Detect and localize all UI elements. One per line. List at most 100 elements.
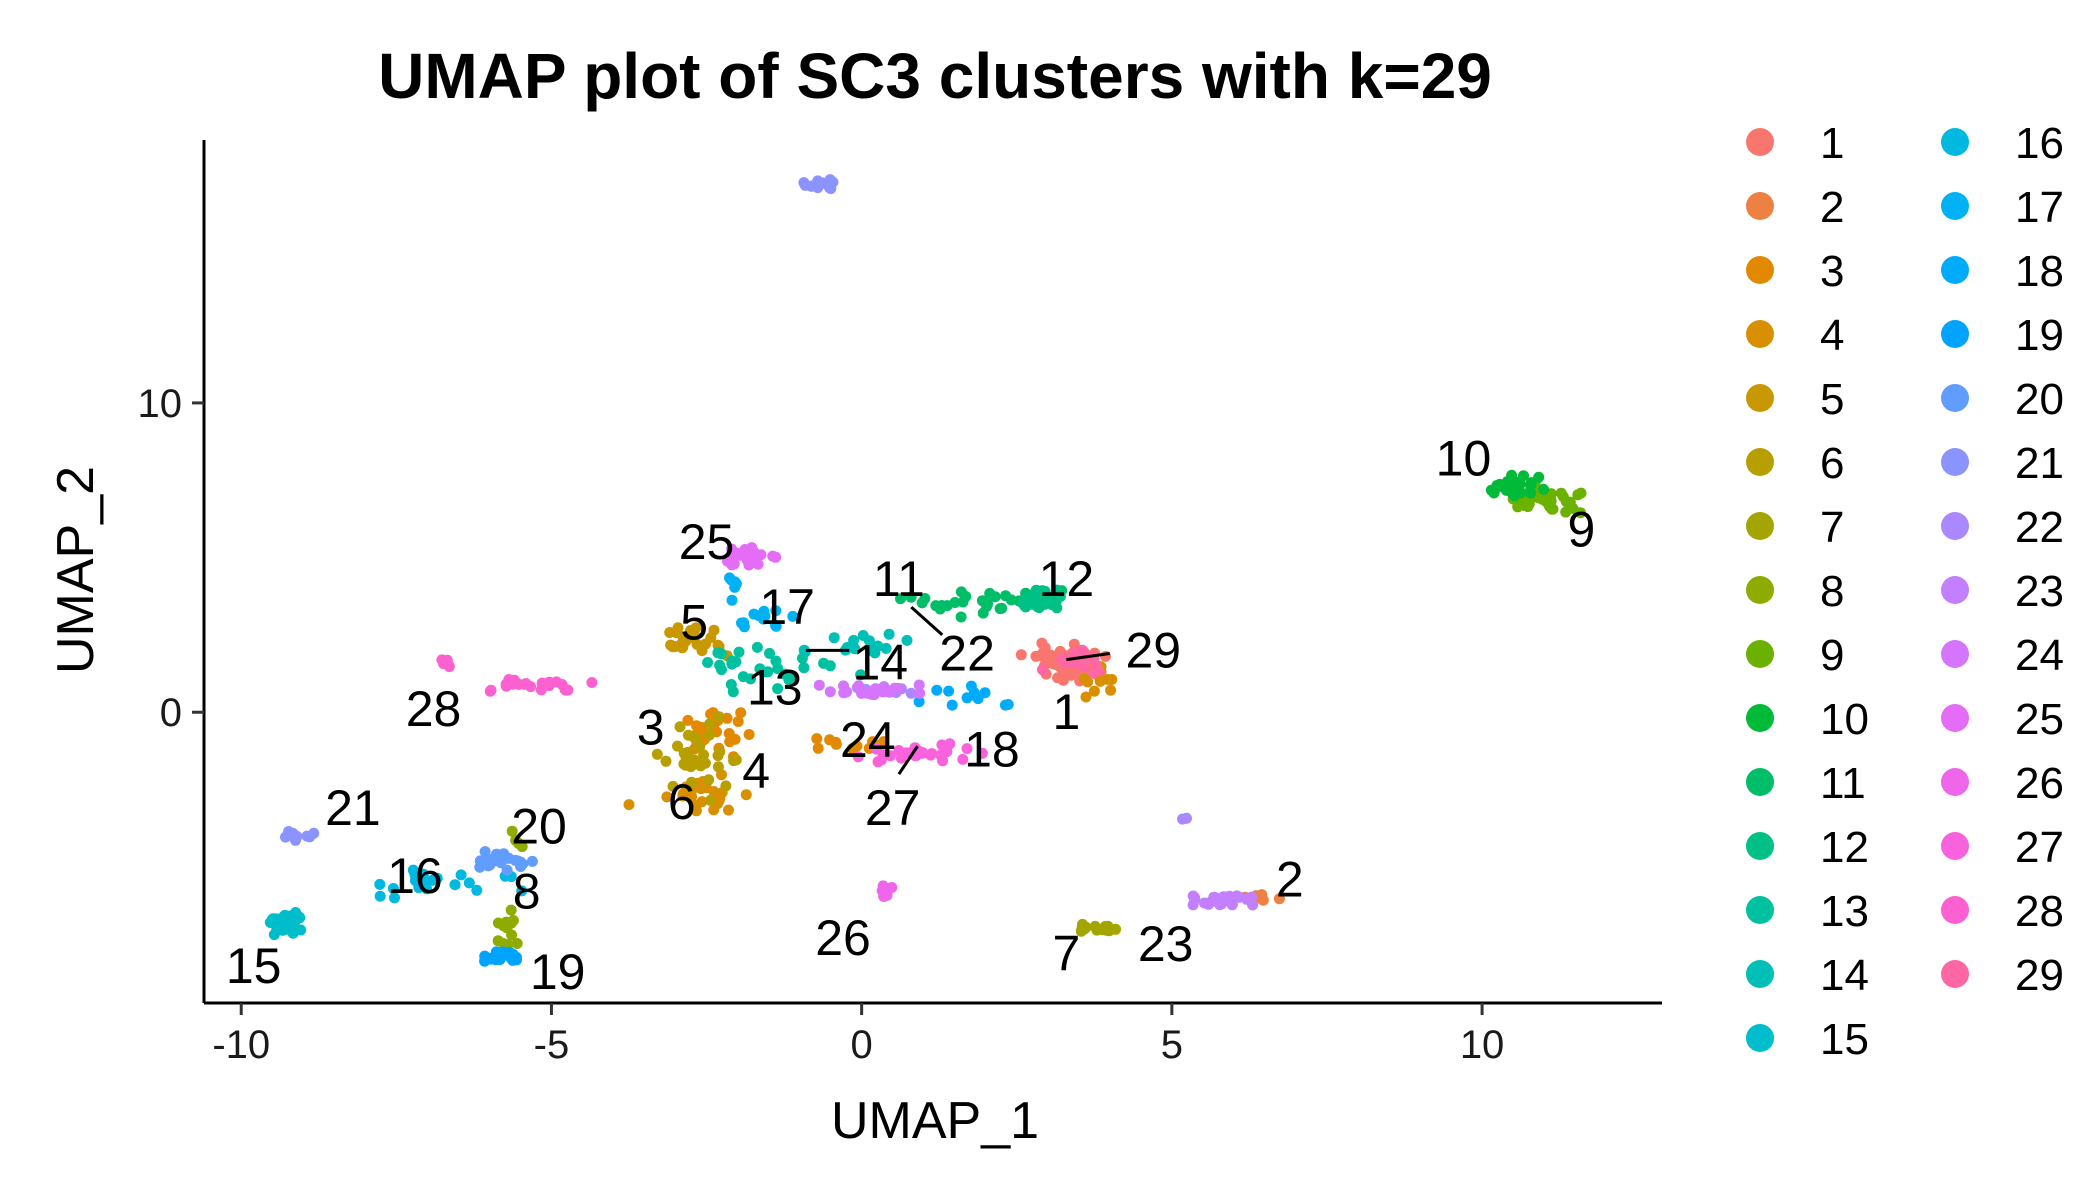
data-point-cluster-13	[733, 646, 745, 658]
data-point-cluster-20	[501, 864, 513, 876]
data-point-cluster-13	[772, 683, 784, 695]
data-point-cluster-11	[955, 611, 967, 623]
legend-label-17: 17	[2015, 183, 2064, 232]
legend-key-18	[1941, 256, 1969, 284]
data-point-cluster-13	[727, 686, 739, 698]
data-point-cluster-27	[944, 738, 956, 750]
data-point-cluster-16	[417, 868, 429, 880]
data-point-cluster-10	[1525, 480, 1537, 492]
data-point-cluster-29	[1088, 667, 1100, 679]
data-point-cluster-4	[723, 804, 734, 816]
data-point-cluster-6	[690, 732, 702, 744]
data-point-cluster-4	[1082, 676, 1094, 688]
data-point-cluster-15	[265, 916, 277, 928]
scatter-points	[264, 174, 1587, 967]
data-point-cluster-12	[1047, 593, 1059, 605]
legend-key-15	[1746, 1024, 1774, 1052]
data-point-cluster-11	[1000, 590, 1012, 602]
data-point-cluster-27	[961, 743, 973, 755]
cluster-label-8: 8	[513, 864, 541, 920]
data-point-cluster-4	[690, 800, 702, 812]
data-point-cluster-9	[1545, 495, 1557, 507]
data-point-cluster-14	[848, 634, 860, 646]
data-point-cluster-12	[1034, 594, 1046, 605]
data-point-cluster-11	[905, 591, 917, 603]
data-point-cluster-16	[471, 884, 483, 896]
data-point-cluster-24	[824, 686, 836, 698]
data-point-cluster-6	[674, 721, 686, 733]
legend-key-22	[1941, 512, 1969, 540]
legend-key-3	[1746, 256, 1774, 284]
legend-key-9	[1746, 640, 1774, 668]
data-point-cluster-4	[1088, 685, 1100, 697]
legend-label-11: 11	[1820, 759, 1866, 808]
data-point-cluster-24	[838, 680, 849, 692]
cluster-label-1: 1	[1052, 684, 1080, 740]
data-point-cluster-4	[677, 788, 689, 800]
legend-label-20: 20	[2015, 375, 2064, 424]
cluster-label-5: 5	[680, 595, 708, 651]
legend-key-29	[1941, 960, 1969, 988]
data-point-cluster-18	[961, 692, 973, 704]
data-point-cluster-20	[476, 857, 488, 869]
data-point-cluster-3	[846, 743, 858, 755]
legend-label-6: 6	[1820, 439, 1844, 488]
data-point-cluster-8	[506, 825, 518, 837]
data-point-cluster-25	[770, 551, 782, 563]
data-point-cluster-8	[511, 938, 523, 949]
data-point-cluster-14	[857, 630, 869, 641]
x-tick-label: 10	[1460, 1023, 1505, 1067]
data-point-cluster-14	[828, 632, 840, 644]
data-point-cluster-4	[1105, 684, 1117, 696]
data-point-cluster-21	[304, 831, 316, 843]
legend-label-26: 26	[2015, 759, 2064, 808]
data-point-cluster-6	[651, 748, 663, 760]
cluster-label-29: 29	[1125, 622, 1181, 678]
data-point-cluster-6	[705, 794, 717, 806]
data-point-cluster-11	[934, 603, 946, 615]
data-point-cluster-2	[1273, 893, 1285, 905]
legend-key-10	[1746, 704, 1774, 732]
data-point-cluster-8	[492, 935, 504, 947]
cluster-label-24: 24	[840, 712, 896, 768]
data-point-cluster-1	[1030, 650, 1042, 662]
data-point-cluster-13	[764, 647, 775, 659]
data-point-cluster-10	[1538, 483, 1550, 495]
data-point-cluster-20	[494, 852, 506, 864]
legend-key-1	[1746, 128, 1774, 156]
data-point-cluster-16	[463, 877, 475, 889]
data-point-cluster-3	[732, 716, 744, 727]
cluster-label-16: 16	[387, 848, 443, 904]
data-point-cluster-19	[490, 954, 502, 966]
data-point-cluster-23	[1226, 898, 1238, 910]
data-point-cluster-25	[749, 552, 760, 564]
legend-label-28: 28	[2015, 887, 2064, 936]
data-point-cluster-19	[479, 955, 491, 967]
data-point-cluster-4	[708, 786, 720, 797]
legend-label-14: 14	[1820, 951, 1869, 1000]
data-point-cluster-11	[895, 593, 906, 605]
data-point-cluster-26	[880, 885, 892, 897]
data-point-cluster-3	[729, 733, 741, 745]
legend-label-16: 16	[2015, 119, 2064, 168]
data-point-cluster-21	[291, 830, 303, 842]
leader-line-29	[1066, 651, 1111, 662]
data-point-cluster-13	[745, 673, 757, 685]
data-point-cluster-13	[855, 669, 867, 681]
y-tick-label: 10	[138, 382, 183, 426]
legend-key-28	[1941, 896, 1969, 924]
data-point-cluster-19	[490, 946, 502, 958]
data-point-cluster-17	[770, 605, 782, 617]
data-point-cluster-4	[1080, 691, 1092, 703]
cluster-label-7: 7	[1052, 926, 1080, 982]
legend-key-14	[1746, 960, 1774, 988]
data-point-cluster-18	[943, 685, 955, 697]
data-point-cluster-3	[735, 707, 747, 719]
data-point-cluster-6	[703, 729, 715, 741]
data-point-cluster-10	[1515, 487, 1527, 499]
data-point-cluster-10	[1518, 470, 1529, 482]
data-point-cluster-22	[905, 687, 917, 699]
data-point-cluster-17	[787, 610, 799, 622]
legend-label-24: 24	[2015, 631, 2064, 680]
